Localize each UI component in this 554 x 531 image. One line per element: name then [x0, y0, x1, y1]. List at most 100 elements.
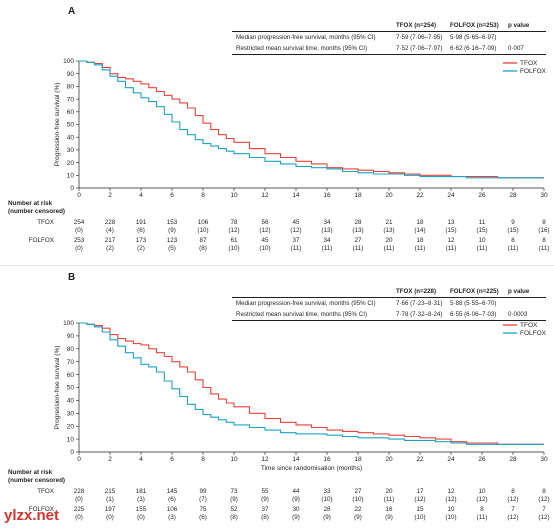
risk-cell: (9): [261, 496, 269, 503]
y-tick-label: 80: [67, 84, 75, 91]
risk-cell: 78: [230, 219, 238, 226]
risk-cell: (15): [445, 227, 457, 234]
stats-folfox-value: 6·55 (6·06–7·03): [450, 311, 497, 318]
risk-title: Number at risk: [8, 200, 53, 207]
risk-cell: (3): [168, 514, 176, 521]
risk-cell: (12): [538, 514, 550, 521]
risk-cell: 8: [480, 506, 484, 513]
risk-cell: (9): [385, 514, 393, 521]
risk-cell: (0): [75, 245, 83, 252]
risk-cell: 75: [199, 506, 207, 513]
risk-cell: (11): [352, 245, 364, 252]
y-tick-label: 20: [67, 423, 75, 430]
risk-cell: 106: [197, 219, 209, 226]
y-tick-label: 40: [67, 398, 75, 405]
legend-label-tfox: TFOX: [520, 60, 538, 67]
risk-cell: 37: [292, 237, 300, 244]
risk-cell: (0): [75, 227, 83, 234]
risk-cell: 145: [166, 488, 178, 495]
risk-cell: 155: [135, 506, 147, 513]
risk-cell: (12): [290, 227, 302, 234]
risk-cell: (11): [476, 245, 488, 252]
risk-cell: (11): [476, 514, 488, 521]
stats-header-row: TFOX (n=254) FOLFOX (n=253) p value: [232, 20, 546, 32]
legend-label-folfox: FOLFOX: [520, 68, 547, 75]
stats-tfox-value: 7·59 (7·06–7·95): [396, 34, 443, 41]
stats-row-median: Median progression-free survival, months…: [232, 298, 546, 309]
stats-header-folfox: FOLFOX (n=253): [450, 22, 499, 29]
risk-cell: (6): [168, 496, 176, 503]
y-tick-label: 100: [63, 320, 74, 327]
risk-cell: (7): [199, 496, 207, 503]
stats-folfox-value: 5·98 (5·65–6·97): [450, 34, 497, 41]
y-tick-label: 90: [67, 333, 75, 340]
risk-cell: (13): [352, 227, 364, 234]
risk-cell: 27: [354, 488, 362, 495]
stats-tfox-value: 7·78 (7·32–8·24): [396, 311, 443, 318]
legend-label-folfox: FOLFOX: [520, 330, 547, 337]
risk-cell: 18: [416, 237, 424, 244]
risk-cell: 44: [292, 488, 300, 495]
risk-cell: 22: [354, 506, 362, 513]
risk-cell: (8): [199, 245, 207, 252]
stats-header-tfox: TFOX (n=228): [396, 288, 437, 295]
x-tick-label: 26: [478, 456, 486, 463]
x-tick-label: 12: [261, 456, 269, 463]
x-tick-label: 20: [385, 192, 393, 199]
x-tick-label: 4: [139, 456, 143, 463]
risk-cell: (13): [321, 227, 333, 234]
risk-cell: (9): [323, 514, 331, 521]
risk-cell: 10: [447, 506, 455, 513]
stats-table: TFOX (n=228) FOLFOX (n=225) p value Medi…: [232, 286, 546, 321]
x-tick-label: 30: [540, 192, 548, 199]
risk-cell: 11: [478, 219, 486, 226]
x-tick-label: 30: [540, 456, 548, 463]
x-tick-label: 14: [292, 192, 300, 199]
risk-cell: 99: [199, 488, 207, 495]
risk-cell: 61: [230, 237, 238, 244]
stats-folfox-value: 6·62 (6·16–7·09): [450, 45, 497, 52]
x-tick-label: 6: [170, 192, 174, 199]
risk-cell: 215: [104, 488, 116, 495]
risk-cell: (10): [321, 496, 333, 503]
risk-cell: (10): [259, 245, 271, 252]
y-tick-label: 60: [67, 109, 75, 116]
risk-cell: 217: [104, 237, 116, 244]
x-tick-label: 0: [77, 192, 81, 199]
x-tick-label: 22: [416, 192, 424, 199]
stats-table: TFOX (n=254) FOLFOX (n=253) p value Medi…: [232, 20, 546, 55]
x-tick-label: 24: [447, 456, 455, 463]
risk-cell: 8: [511, 488, 515, 495]
risk-cell: (11): [538, 245, 550, 252]
risk-cell: (4): [106, 227, 114, 234]
risk-cell: (11): [321, 245, 333, 252]
risk-cell: 34: [323, 219, 331, 226]
risk-cell: 12: [447, 237, 455, 244]
risk-cell: 28: [354, 219, 362, 226]
risk-cell: 55: [261, 488, 269, 495]
stats-header-folfox: FOLFOX (n=225): [450, 288, 499, 295]
y-axis-label: Progression-free survival (%): [54, 346, 61, 430]
risk-cell: (3): [137, 496, 145, 503]
x-tick-label: 0: [77, 456, 81, 463]
stats-row-label: Restricted mean survival time, months (9…: [236, 311, 368, 318]
x-tick-label: 28: [509, 456, 517, 463]
risk-cell: (8): [230, 514, 238, 521]
risk-cell: (9): [292, 496, 300, 503]
risk-cell: 12: [447, 488, 455, 495]
stats-row-rmst: Restricted mean survival time, months (9…: [232, 309, 546, 321]
risk-cell: (13): [383, 227, 395, 234]
risk-cell: 27: [354, 237, 362, 244]
risk-cell: 106: [166, 506, 178, 513]
risk-cell: 17: [416, 488, 424, 495]
x-tick-label: 8: [201, 192, 205, 199]
y-tick-label: 0: [70, 449, 74, 456]
series-line-tfox: [79, 322, 544, 445]
y-tick-label: 50: [67, 385, 75, 392]
stats-row-label: Median progression-free survival, months…: [236, 300, 376, 307]
risk-cell: 8: [511, 237, 515, 244]
risk-cell: 7: [542, 506, 546, 513]
x-tick-label: 28: [509, 192, 517, 199]
